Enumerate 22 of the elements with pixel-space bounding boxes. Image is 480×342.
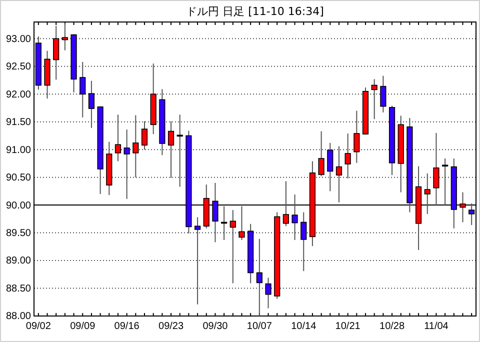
y-tick-label: 92.50 <box>6 62 32 73</box>
x-tick-label: 09/23 <box>158 321 184 332</box>
x-tick-label: 10/28 <box>380 321 405 332</box>
y-tick-label: 91.00 <box>6 144 32 156</box>
y-tick-label: 88.50 <box>6 283 32 294</box>
y-tick-label: 89.00 <box>6 256 32 267</box>
x-tick-label: 10/07 <box>246 321 272 332</box>
x-tick-label: 11/04 <box>424 321 449 332</box>
y-tick-label: 91.50 <box>6 117 32 128</box>
x-tick-label: 10/14 <box>291 321 317 332</box>
y-tick-label: 90.50 <box>6 172 32 184</box>
y-tick-label: 93.00 <box>6 34 32 45</box>
x-tick-label: 09/30 <box>202 321 228 332</box>
y-tick-label: 89.50 <box>6 228 32 239</box>
y-tick-label: 88.00 <box>6 311 32 322</box>
y-tick-label: 92.00 <box>6 89 32 100</box>
y-tick-label: 90.00 <box>6 200 32 212</box>
x-tick-label: 10/21 <box>335 321 361 332</box>
x-tick-label: 09/02 <box>26 321 52 332</box>
x-tick-label: 09/16 <box>114 321 140 332</box>
chart-title: ドル円 日足 [11-10 16:34] <box>186 5 324 18</box>
x-tick-label: 09/09 <box>70 321 96 332</box>
